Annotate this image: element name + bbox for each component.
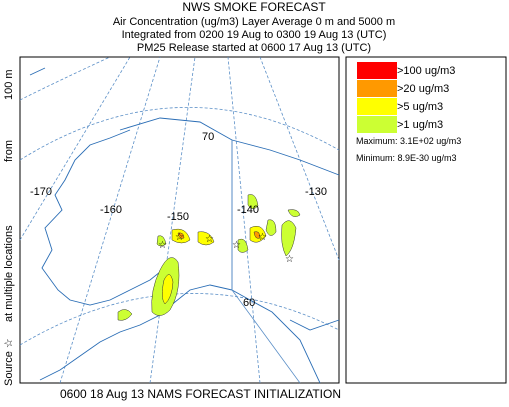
smoke-area: [177, 232, 185, 239]
subtitle: Air Concentration (ug/m3) Layer Average …: [113, 16, 395, 28]
legend-label: >20 ug/m3: [397, 83, 449, 95]
smoke-area: [253, 231, 261, 239]
graticule: [19, 56, 131, 241]
side-label: at multiple locations: [3, 225, 15, 322]
smoke-area: [281, 220, 297, 257]
graticule-label: -150: [167, 211, 189, 223]
side-label: from: [3, 140, 15, 162]
legend: >100 ug/m3 >20 ug/m3 >5 ug/m3 >1 ug/m3 Maxi…: [345, 56, 507, 384]
legend-swatch: [357, 62, 397, 79]
legend-swatch: [357, 116, 397, 133]
border: [231, 140, 301, 384]
graticule-label: 60: [243, 297, 255, 309]
graticule-label: -160: [100, 204, 122, 216]
legend-label: >1 ug/m3: [397, 119, 443, 131]
side-label: 100 m: [3, 69, 15, 100]
legend-swatch: [357, 80, 397, 97]
smoke-area: [197, 231, 215, 246]
minimum: Minimum: 8.9E-30 ug/m3: [356, 153, 457, 163]
source-stars: ☆ ☆ ☆ ☆ ☆ ☆: [158, 232, 294, 265]
coastline: [29, 67, 340, 384]
maximum: Maximum: 3.1E+02 ug/m3: [356, 136, 461, 146]
smoke-area: [237, 238, 249, 253]
source-star: ☆: [175, 232, 184, 243]
graticule: [19, 293, 340, 346]
source-star: ☆: [158, 240, 167, 251]
legend-label: >100 ug/m3: [397, 65, 455, 77]
graticule-label: -130: [305, 186, 327, 198]
source-star: ☆: [258, 232, 267, 243]
smoke-area: [156, 235, 167, 247]
smoke-area: [265, 219, 277, 236]
title: NWS SMOKE FORECAST: [182, 0, 326, 14]
graticule-label: -170: [30, 186, 52, 198]
source-star: ☆: [205, 234, 214, 245]
graticule: [227, 56, 261, 384]
side-label: Source ☆: [3, 338, 15, 386]
graticule: [19, 56, 111, 101]
smoke-area: [247, 194, 259, 209]
graticule-label: 70: [202, 131, 214, 143]
smoke-area: [162, 274, 174, 305]
subtitle: Integrated from 0200 19 Aug to 0300 19 A…: [122, 29, 387, 41]
map: ☆ ☆ ☆ ☆ ☆ ☆ -170 -160 -150 -140 -130 70 …: [19, 56, 340, 384]
legend-swatch: [357, 98, 397, 115]
legend-label: >5 ug/m3: [397, 101, 443, 113]
footer: 0600 18 Aug 13 NAMS FORECAST INITIALIZAT…: [60, 387, 341, 401]
map-frame: [19, 56, 340, 384]
subtitle: PM25 Release started at 0600 17 Aug 13 (…: [137, 42, 371, 54]
smoke-area: [117, 309, 133, 321]
graticule-label: -140: [237, 204, 259, 216]
graticule: [259, 56, 340, 261]
source-star: ☆: [232, 240, 241, 251]
legend-items: >100 ug/m3 >20 ug/m3 >5 ug/m3 >1 ug/m3: [357, 62, 455, 133]
smoke-area: [287, 209, 301, 217]
source-star: ☆: [285, 254, 294, 265]
graticule: [19, 106, 340, 161]
graticule: [59, 56, 161, 384]
